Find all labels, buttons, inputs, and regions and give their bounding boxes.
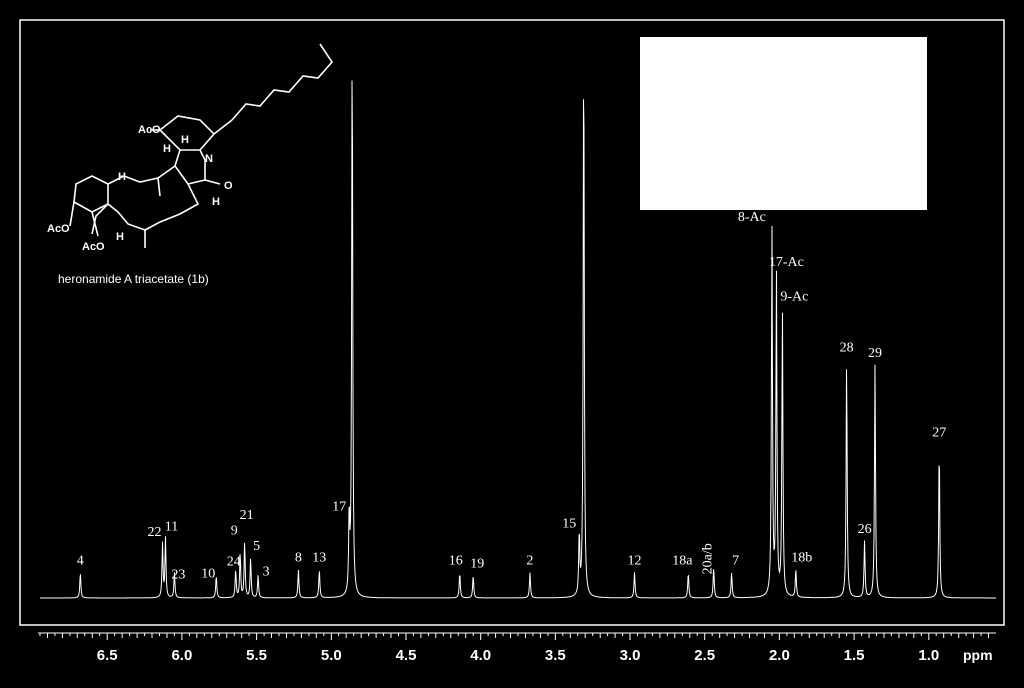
chemical-structure	[69, 43, 334, 248]
peak-label: 4	[77, 553, 84, 568]
x-tick-label: 5.5	[246, 647, 267, 664]
structure-atom: AcO	[47, 223, 70, 235]
peak-label: 29	[868, 346, 882, 361]
structure-caption: heronamide A triacetate (1b)	[58, 272, 209, 286]
x-axis: 6.5 6.0 5.5 5.0 4.5 4.0 3.5 3.0 2.5 2.0 1.5 1.0	[38, 632, 996, 664]
peak-label: 23	[171, 567, 185, 582]
methyl-bond	[157, 177, 161, 197]
structure-atom: H	[163, 143, 171, 155]
macrocycle-bond	[91, 165, 176, 235]
x-tick-label: 4.0	[470, 647, 491, 664]
peak-label: 8	[295, 551, 302, 566]
peak-label: 11	[165, 519, 178, 534]
x-tick-label: 2.5	[694, 647, 715, 664]
oac-bond	[91, 211, 99, 237]
structure-atom: N	[205, 153, 213, 165]
x-tick-label: 4.5	[396, 647, 417, 664]
peak-label: 20a/b	[701, 543, 716, 574]
x-tick-label: 3.0	[620, 647, 641, 664]
structure-atom: AcO	[138, 124, 161, 136]
peak-label: 12	[628, 553, 642, 568]
peak-label: 2	[526, 553, 533, 568]
cyclohexene-bond	[73, 175, 109, 213]
peak-label: 9-Ac	[780, 289, 808, 304]
peak-label: 27	[932, 426, 946, 441]
peak-label: 16	[449, 553, 463, 568]
x-tick-label: 1.5	[844, 647, 865, 664]
peak-label: 18a	[672, 553, 693, 568]
peak-label: 17	[332, 500, 346, 515]
peak-label: 26	[858, 522, 872, 537]
x-axis-unit: ppm	[963, 647, 993, 663]
peak-label: 18b	[791, 551, 812, 566]
oac-bond	[69, 201, 75, 227]
peak-label: 17-Ac	[769, 255, 804, 270]
macrocycle-bond	[107, 183, 200, 231]
peak-label: 8-Ac	[738, 210, 766, 225]
x-tick-label: 6.0	[171, 647, 192, 664]
side-chain-bond	[231, 43, 334, 121]
peak-label: 5	[253, 539, 260, 554]
peak-label: 10	[201, 566, 215, 581]
x-tick-label: 1.0	[918, 647, 939, 664]
peak-label: 7	[732, 553, 739, 568]
ring-bond	[213, 119, 233, 135]
peak-label: 9	[231, 524, 238, 539]
structure-atom: H	[181, 134, 189, 146]
x-tick-label: 5.0	[321, 647, 342, 664]
peak-label: 21	[240, 508, 254, 523]
peak-label: 15	[562, 517, 576, 532]
peak-label: 22	[148, 525, 162, 540]
peak-label: 19	[470, 556, 484, 571]
peak-label: 13	[312, 551, 326, 566]
x-tick-label: 3.5	[545, 647, 566, 664]
carbonyl-bond	[204, 179, 221, 185]
peak-label: 3	[263, 564, 270, 579]
blank-box	[640, 37, 927, 210]
peak-label: 24	[227, 555, 241, 570]
x-tick-label: 6.5	[97, 647, 118, 664]
spectrum-trace	[40, 80, 996, 599]
lactam-ring-bond	[174, 149, 206, 185]
plot-frame	[19, 19, 1005, 626]
x-tick-label: 2.0	[769, 647, 790, 664]
structure-atom: H	[118, 171, 126, 183]
structure-atom: AcO	[82, 241, 105, 253]
peak-label: 28	[840, 340, 854, 355]
structure-atom: O	[224, 180, 233, 192]
structure-atom: H	[212, 196, 220, 208]
structure-atom: H	[116, 231, 124, 243]
